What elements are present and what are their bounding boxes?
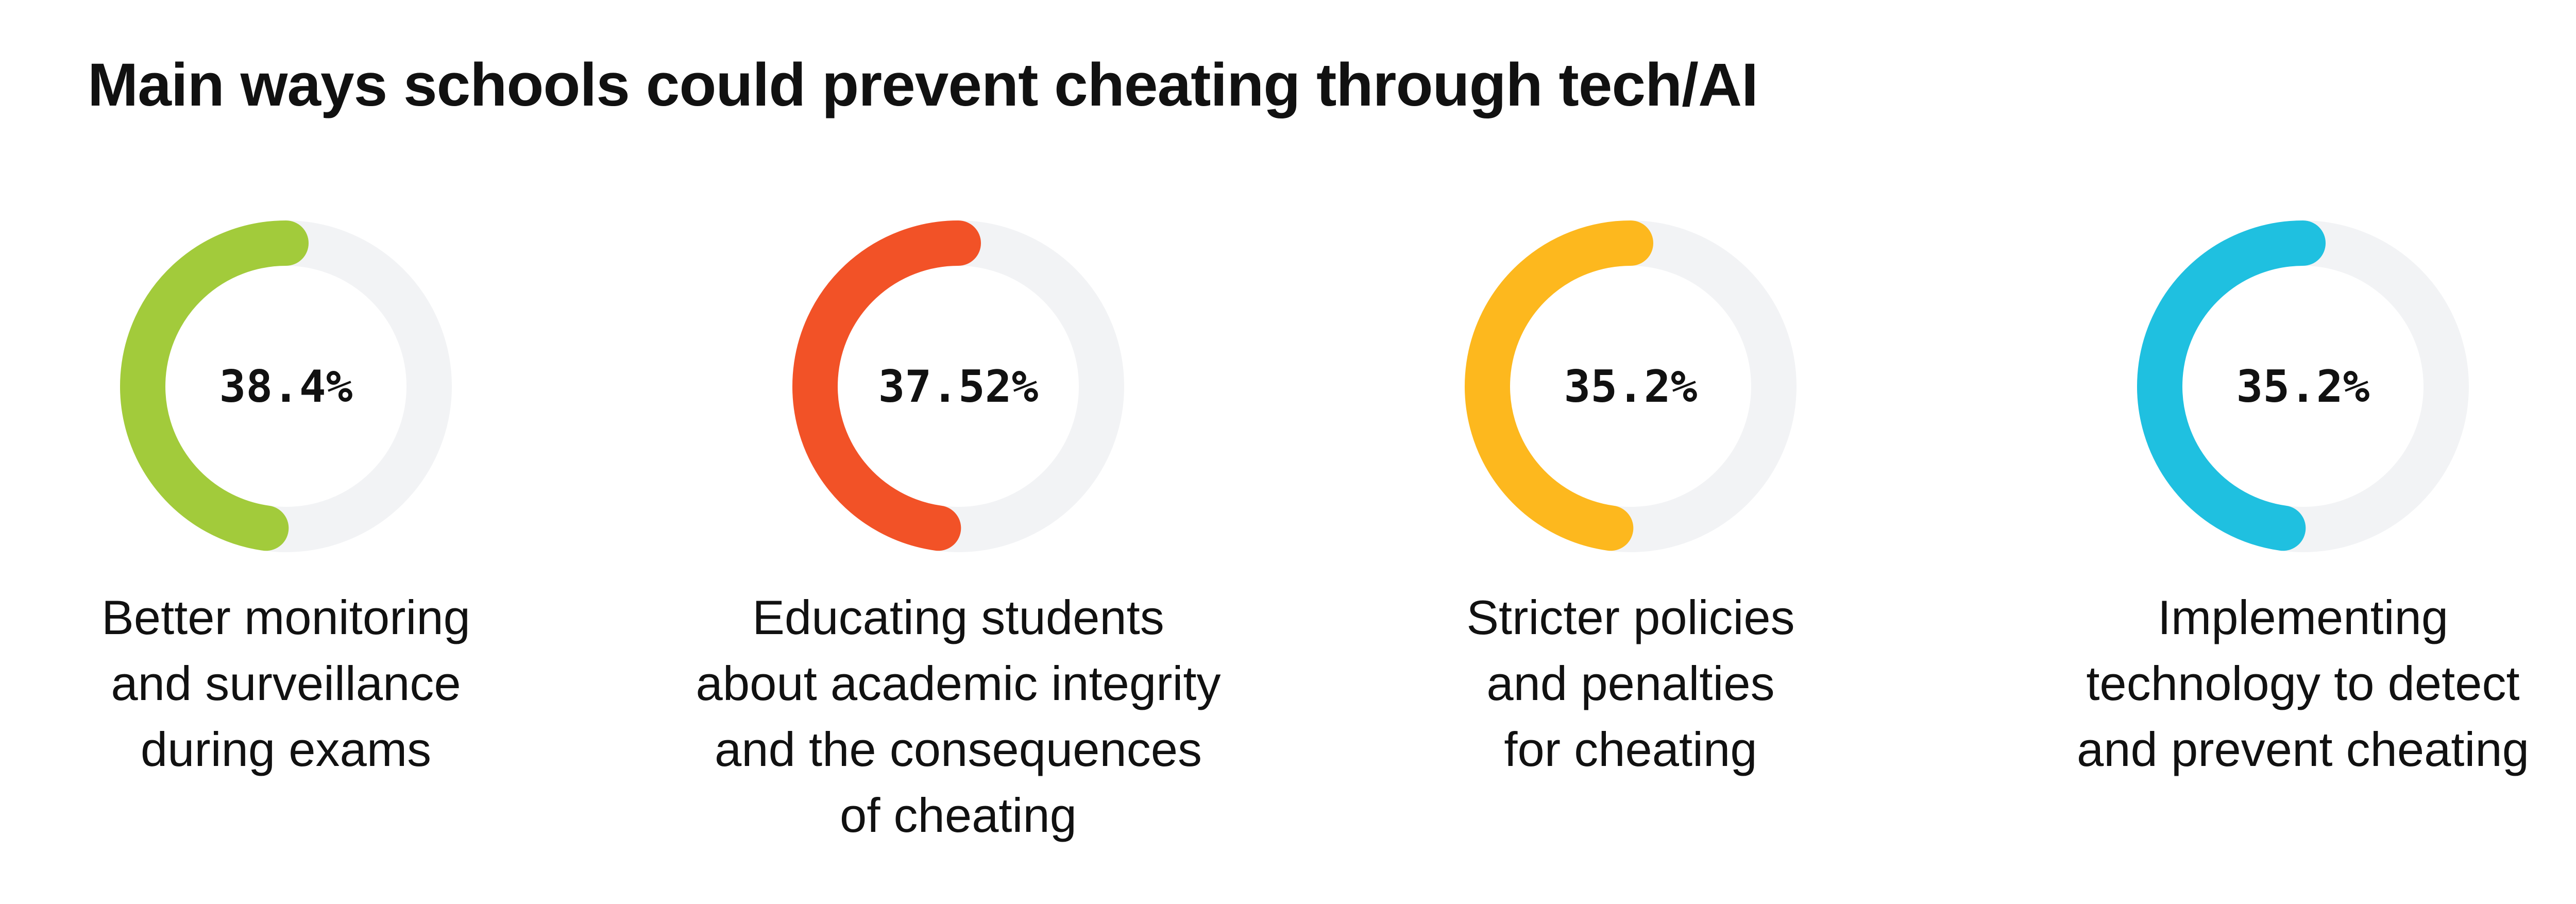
category-label: Stricter policies and penalties for cheati…: [1347, 585, 1914, 782]
category-label-line: for cheating: [1504, 722, 1757, 776]
donut-arc: [1465, 220, 1653, 551]
donut-svg: 35.2%: [2137, 220, 2469, 552]
category-label-line: and penalties: [1486, 656, 1775, 710]
category-label-line: Better monitoring: [101, 590, 470, 644]
category-label-line: of cheating: [840, 788, 1077, 842]
donut-svg: 35.2%: [1465, 220, 1797, 552]
donut-item: 35.2% Implementing technology to detect and…: [2020, 216, 2576, 886]
category-label-line: about academic integrity: [696, 656, 1221, 710]
donut-arc: [792, 220, 981, 551]
donut-item: 38.4% Better monitoring and surveillance du…: [3, 216, 569, 886]
category-label: Better monitoring and surveillance during …: [3, 585, 569, 782]
category-label-line: technology to detect: [2086, 656, 2520, 710]
category-label-line: Educating students: [752, 590, 1164, 644]
donut-value-label: 35.2%: [2236, 361, 2370, 413]
category-label-line: Implementing: [2157, 590, 2449, 644]
chart-title: Main ways schools could prevent cheating…: [88, 51, 1758, 119]
donut-value-label: 37.52%: [878, 361, 1039, 413]
donut-arc: [2137, 220, 2326, 551]
donut-value-label: 38.4%: [219, 361, 353, 413]
category-label: Educating students about academic integri…: [675, 585, 1242, 848]
donut-value-label: 35.2%: [1564, 361, 1698, 413]
category-label-line: during exams: [140, 722, 432, 776]
donut-svg: 37.52%: [792, 220, 1124, 552]
category-label-line: and prevent cheating: [2077, 722, 2529, 776]
donut-svg: 38.4%: [120, 220, 452, 552]
category-label-line: and the consequences: [715, 722, 1202, 776]
category-label: Implementing technology to detect and prev…: [2020, 585, 2576, 782]
donut-item: 37.52% Educating students about academic i…: [675, 216, 1242, 886]
category-label-line: Stricter policies: [1466, 590, 1795, 644]
category-label-line: and surveillance: [111, 656, 461, 710]
donut-item: 35.2% Stricter policies and penalties for c…: [1347, 216, 1914, 886]
donut-arc: [120, 220, 309, 551]
